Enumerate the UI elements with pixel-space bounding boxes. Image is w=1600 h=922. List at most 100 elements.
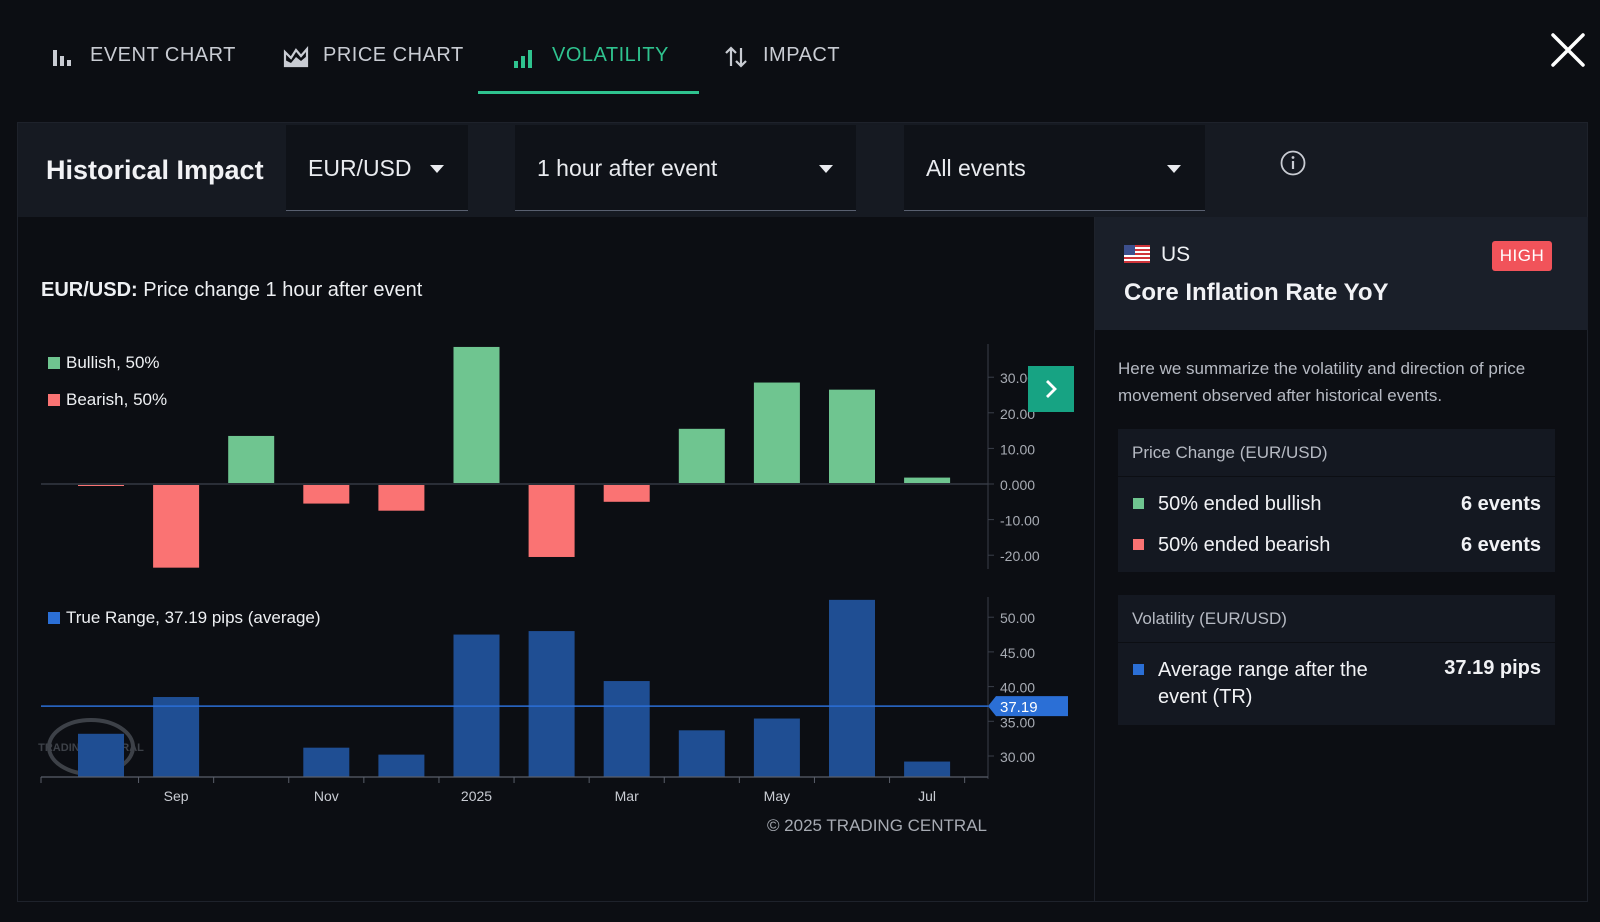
area-chart-icon — [283, 46, 309, 68]
chart-area: EUR/USD: Price change 1 hour after event… — [18, 217, 1095, 901]
signal-bars-icon — [514, 50, 532, 68]
tab-price-chart[interactable]: PRICE CHART — [283, 36, 464, 94]
price-change-box: Price Change (EUR/USD) 50% ended bullish… — [1118, 429, 1555, 572]
price-change-title: Price Change (EUR/USD) — [1118, 429, 1555, 477]
bullish-count: 6 events — [1460, 493, 1541, 515]
average-range-marker — [988, 696, 1068, 717]
true-range-bar[interactable] — [904, 761, 951, 777]
pair-value: EUR/USD — [308, 155, 412, 181]
y-tick-label: 50.00 — [1000, 610, 1035, 626]
average-range-label: 37.19 — [1000, 699, 1038, 716]
true-range-bar[interactable] — [678, 730, 725, 777]
bullish-bar[interactable] — [453, 346, 500, 484]
legend-bearish-swatch — [48, 394, 60, 406]
true-range-bar[interactable] — [303, 747, 350, 777]
timeframe-value: 1 hour after event — [537, 155, 718, 181]
y-tick-label: 30.00 — [1000, 749, 1035, 765]
true-range-bar[interactable] — [153, 697, 200, 777]
y-tick-label: 30.00 — [1000, 370, 1035, 386]
tab-label: EVENT CHART — [90, 44, 236, 66]
us-flag-icon — [1124, 245, 1150, 263]
tab-label: IMPACT — [763, 44, 841, 66]
x-tick-label: Mar — [615, 788, 639, 804]
bearish-row: 50% ended bearish 6 events — [1118, 524, 1555, 572]
volatility-box: Volatility (EUR/USD) Average range after… — [1118, 595, 1555, 725]
chart-heading-text: Price change 1 hour after event — [137, 279, 423, 301]
bullish-swatch — [1133, 498, 1144, 509]
bullish-bar[interactable] — [829, 389, 875, 484]
y-tick-label: 20.00 — [1000, 406, 1035, 422]
bullish-row: 50% ended bullish 6 events — [1118, 483, 1555, 524]
country-label: US — [1161, 243, 1191, 266]
legend-bullish: Bullish, 50% — [66, 353, 160, 372]
impact-badge: HIGH — [1492, 241, 1552, 271]
event-header: US HIGH Core Inflation Rate YoY — [1095, 217, 1588, 330]
true-range-bar[interactable] — [829, 599, 875, 777]
true-range-bar[interactable] — [528, 631, 575, 777]
chevron-down-icon — [819, 165, 833, 173]
true-range-bar[interactable] — [603, 681, 650, 777]
legend-bullish-swatch — [48, 357, 60, 369]
y-tick-label: 35.00 — [1000, 714, 1035, 730]
bullish-bar[interactable] — [228, 435, 275, 484]
y-tick-label: 40.00 — [1000, 680, 1035, 696]
bearish-bar[interactable] — [528, 484, 575, 557]
summary-description: Here we summarize the volatility and dir… — [1118, 359, 1526, 405]
tab-label: PRICE CHART — [323, 44, 464, 66]
x-tick-label: Jul — [918, 788, 936, 804]
volatility-label: Average range after the event (TR) — [1158, 659, 1368, 708]
event-summary-panel: US HIGH Core Inflation Rate YoY Here we … — [1094, 217, 1588, 901]
bullish-bar[interactable] — [904, 477, 951, 484]
event-filter-dropdown[interactable]: All events — [904, 125, 1205, 211]
bearish-count: 6 events — [1460, 534, 1541, 556]
tab-event-chart[interactable]: EVENT CHART — [50, 36, 236, 94]
historical-impact-panel: Historical Impact EUR/USD 1 hour after e… — [17, 122, 1588, 902]
volatility-row: Average range after the event (TR) 37.19… — [1118, 643, 1555, 725]
legend-range-swatch — [48, 612, 60, 624]
y-tick-label: -10.00 — [1000, 513, 1040, 529]
y-tick-label: -20.00 — [1000, 548, 1040, 564]
bullish-label: 50% ended bullish — [1158, 493, 1322, 515]
x-tick-label: 2025 — [461, 788, 492, 804]
close-icon[interactable] — [1549, 31, 1587, 69]
pair-dropdown[interactable]: EUR/USD — [286, 125, 468, 211]
up-down-arrows-icon — [725, 46, 747, 68]
tab-label: VOLATILITY — [552, 44, 669, 66]
bearish-bar[interactable] — [603, 484, 650, 502]
volatility-value: 37.19 pips — [1444, 657, 1541, 679]
volatility-chart: Bullish, 50% Bearish, 50% True Range, 37… — [38, 344, 1068, 835]
true-range-bar[interactable] — [378, 754, 425, 777]
info-icon[interactable] — [1279, 149, 1307, 177]
copyright: © 2025 TRADING CENTRAL — [767, 816, 987, 835]
tab-bar: EVENT CHART PRICE CHART VOLATILITY IMPAC… — [0, 0, 1600, 95]
chevron-right-icon — [1046, 380, 1057, 398]
bearish-label: 50% ended bearish — [1158, 534, 1331, 556]
chart-heading: EUR/USD: Price change 1 hour after event — [41, 279, 422, 302]
legend-bearish: Bearish, 50% — [66, 390, 167, 409]
bearish-bar[interactable] — [378, 484, 425, 511]
x-tick-label: Sep — [164, 788, 189, 804]
filter-value: All events — [926, 155, 1026, 181]
bar-chart-icon — [53, 50, 71, 66]
panel-title: Historical Impact — [46, 155, 264, 185]
tab-impact[interactable]: IMPACT — [723, 36, 840, 94]
event-title: Core Inflation Rate YoY — [1124, 279, 1389, 306]
bearish-bar[interactable] — [153, 484, 200, 568]
timeframe-dropdown[interactable]: 1 hour after event — [515, 125, 856, 211]
y-tick-label: 0.000 — [1000, 477, 1035, 493]
toolbar: Historical Impact EUR/USD 1 hour after e… — [18, 123, 1587, 217]
tab-volatility[interactable]: VOLATILITY — [478, 36, 699, 94]
collapse-panel-button[interactable] — [1028, 366, 1074, 412]
bearish-bar[interactable] — [303, 484, 350, 504]
y-tick-label: 45.00 — [1000, 645, 1035, 661]
x-tick-label: Nov — [314, 788, 339, 804]
chevron-down-icon — [1167, 165, 1181, 173]
true-range-bar[interactable] — [753, 718, 800, 777]
chevron-down-icon — [430, 165, 444, 173]
bearish-swatch — [1133, 539, 1144, 550]
bullish-bar[interactable] — [753, 382, 800, 484]
true-range-bar[interactable] — [78, 733, 124, 777]
x-tick-label: May — [764, 788, 790, 804]
bullish-bar[interactable] — [678, 428, 725, 484]
y-tick-label: 10.00 — [1000, 441, 1035, 457]
